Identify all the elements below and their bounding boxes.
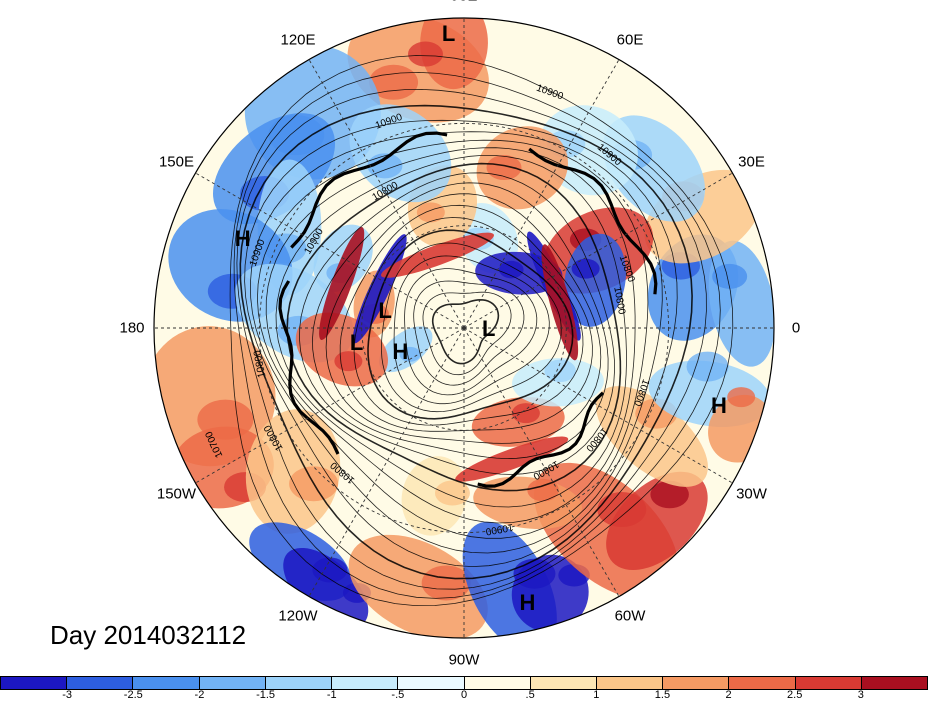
longitude-label: 120E bbox=[280, 31, 316, 49]
contour-value-label: 10800 bbox=[252, 349, 268, 379]
high-pressure-marker: H bbox=[234, 225, 251, 251]
colorbar-tick-label: -2.5 bbox=[123, 689, 143, 701]
height-contour bbox=[249, 131, 663, 554]
anomaly-blob bbox=[476, 126, 568, 210]
anomaly-core bbox=[399, 346, 421, 362]
colorbar-swatch bbox=[464, 677, 531, 689]
low-pressure-marker: L bbox=[349, 330, 364, 356]
anomaly-streak bbox=[381, 232, 494, 278]
colorbar-swatch bbox=[398, 677, 465, 689]
anomaly-blob bbox=[283, 547, 369, 629]
longitude-label: 150W bbox=[156, 485, 197, 503]
height-contour bbox=[325, 193, 602, 444]
colorbar-tick-label: 3 bbox=[857, 689, 864, 701]
meridian-line bbox=[463, 327, 733, 484]
jet-contour bbox=[477, 391, 605, 488]
colorbar-tick-label: -.5 bbox=[391, 689, 405, 701]
anomaly-core bbox=[369, 64, 419, 100]
contour-value-label: 10900 bbox=[484, 521, 514, 537]
anomaly-field bbox=[154, 18, 774, 638]
anomaly-streak bbox=[455, 436, 569, 482]
anomaly-core bbox=[421, 565, 471, 601]
longitude-label: 180 bbox=[119, 319, 145, 337]
colorbar-swatch bbox=[795, 677, 862, 689]
colorbar-tick-label: -1 bbox=[326, 689, 337, 701]
graticule bbox=[154, 18, 774, 638]
high-pressure-marker: H bbox=[519, 589, 536, 615]
meridian-line bbox=[308, 59, 465, 329]
low-pressure-marker: L bbox=[441, 20, 456, 46]
longitude-label: 150E bbox=[158, 153, 194, 171]
longitude-label: 0 bbox=[791, 319, 801, 337]
contour-value-label: 10800 bbox=[611, 286, 627, 316]
jet-contour bbox=[278, 280, 340, 455]
colorbar-tick-label: 2 bbox=[725, 689, 732, 701]
colorbar-tick-label: 1 bbox=[593, 689, 600, 701]
anomaly-streak bbox=[319, 226, 365, 340]
colorbar bbox=[0, 676, 928, 690]
colorbar-tick-label: 2.5 bbox=[787, 689, 803, 701]
meridian-line bbox=[195, 327, 465, 484]
day-title: Day 2014032112 bbox=[50, 620, 247, 650]
height-contour bbox=[353, 217, 584, 426]
longitude-label: 90E bbox=[451, 0, 478, 5]
meridian-line bbox=[463, 59, 620, 329]
low-pressure-marker: L bbox=[482, 315, 496, 341]
meridian-line bbox=[308, 327, 465, 597]
colorbar-swatch bbox=[1, 677, 68, 689]
anomaly-core bbox=[486, 155, 522, 181]
longitude-label: 30W bbox=[736, 485, 767, 503]
anomaly-blob bbox=[348, 534, 488, 638]
colorbar-swatch bbox=[861, 677, 928, 689]
anomaly-core bbox=[571, 258, 600, 279]
anomaly-core bbox=[650, 480, 689, 509]
height-contour bbox=[422, 291, 512, 376]
colorbar-tick-label: -2 bbox=[194, 689, 205, 701]
high-pressure-marker: H bbox=[392, 339, 409, 365]
colorbar-tick-label: 0 bbox=[460, 689, 468, 701]
longitude-label: 90W bbox=[448, 651, 480, 669]
colorbar-swatch bbox=[199, 677, 266, 689]
colorbar-swatch bbox=[67, 677, 134, 689]
colorbar-swatch bbox=[663, 677, 730, 689]
anomaly-core bbox=[686, 351, 729, 382]
colorbar-swatch bbox=[729, 677, 796, 689]
longitude-label: 120W bbox=[278, 607, 318, 625]
height-contour bbox=[265, 147, 636, 524]
anomaly-blob bbox=[420, 18, 488, 90]
anomaly-core bbox=[416, 202, 445, 223]
colorbar-swatch bbox=[530, 677, 597, 689]
colorbar-swatch bbox=[332, 677, 399, 689]
anomaly-core bbox=[527, 478, 559, 502]
anomaly-core bbox=[712, 263, 748, 289]
longitude-label: 30E bbox=[738, 153, 765, 171]
anomaly-core bbox=[367, 153, 403, 179]
colorbar-swatch bbox=[133, 677, 200, 689]
anomaly-streak bbox=[352, 234, 407, 344]
anomaly-core bbox=[407, 41, 443, 67]
anomaly-core bbox=[499, 260, 524, 279]
map-boundary bbox=[153, 17, 775, 639]
meridian-line bbox=[463, 327, 620, 597]
low-pressure-marker: L bbox=[378, 298, 392, 324]
colorbar-tick-label: 1.5 bbox=[654, 689, 671, 701]
anomaly-core bbox=[727, 387, 756, 408]
anomaly-blob bbox=[349, 104, 452, 203]
longitude-label: 60E bbox=[616, 31, 644, 49]
anomaly-blob bbox=[401, 456, 468, 536]
colorbar-swatch bbox=[265, 677, 333, 689]
high-pressure-marker: H bbox=[710, 392, 727, 418]
height-contour bbox=[404, 268, 538, 396]
colorbar-tick-label: -1.5 bbox=[256, 689, 276, 701]
colorbar-tick-label: .5 bbox=[525, 689, 535, 701]
jet-contour bbox=[290, 131, 448, 249]
colorbar-swatch bbox=[596, 677, 664, 689]
longitude-label: 60W bbox=[614, 607, 646, 625]
meridian-line bbox=[195, 172, 465, 329]
meridian-line bbox=[463, 172, 733, 329]
colorbar-tick-label: -3 bbox=[62, 689, 73, 701]
